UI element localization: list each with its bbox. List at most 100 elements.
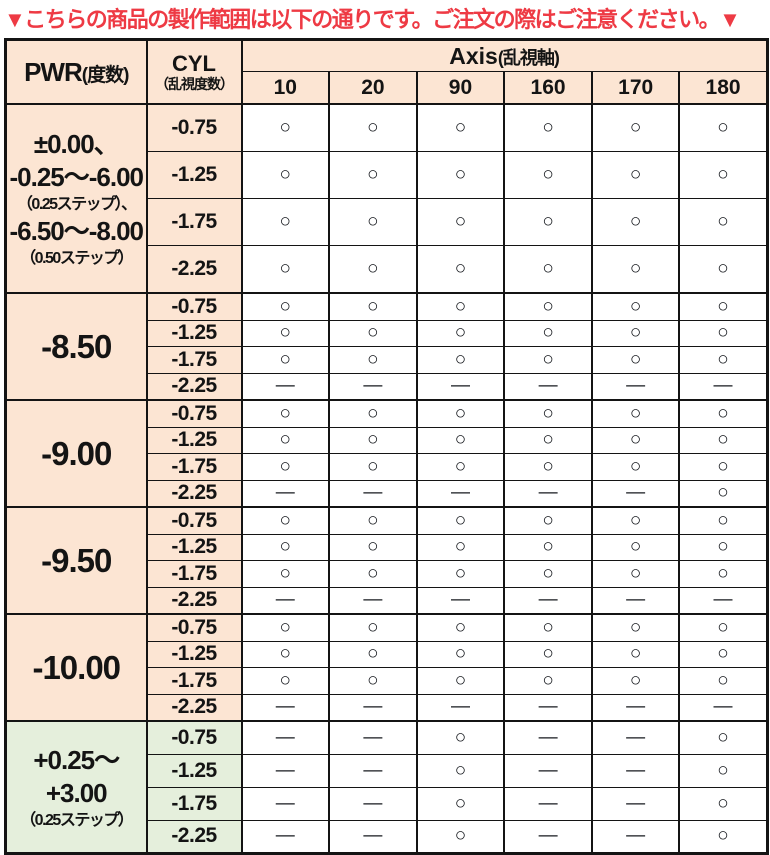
available-mark: ○: [590, 346, 681, 374]
available-mark: ○: [678, 198, 769, 247]
available-mark: ○: [590, 292, 681, 321]
unavailable-mark: —: [503, 819, 593, 855]
available-mark: ○: [503, 292, 593, 321]
unavailable-mark: —: [678, 586, 769, 615]
available-mark: ○: [678, 151, 769, 200]
unavailable-mark: —: [590, 372, 681, 401]
available-mark: ○: [678, 453, 769, 481]
table-row: -1.75 ○ ○ ○ ○ ○ ○: [6, 198, 769, 247]
available-mark: ○: [240, 399, 331, 428]
pwr-value-line: -10.00: [32, 648, 121, 686]
available-mark: ○: [503, 319, 593, 348]
table-row: -1.75 ○ ○ ○ ○ ○ ○: [6, 560, 769, 588]
available-mark: ○: [415, 151, 506, 200]
table-row: -1.75 ○ ○ ○ ○ ○ ○: [6, 667, 769, 695]
pwr-header-label: PWR: [24, 56, 83, 87]
available-mark: ○: [590, 245, 681, 294]
pwr-value-line: -9.00: [41, 434, 112, 472]
available-mark: ○: [678, 720, 769, 755]
unavailable-mark: —: [240, 586, 331, 615]
available-mark: ○: [678, 533, 769, 562]
available-mark: ○: [590, 426, 681, 455]
unavailable-mark: —: [590, 786, 681, 821]
available-mark: ○: [328, 103, 418, 153]
pwr-value-line: -6.50〜-8.00: [9, 216, 144, 247]
axis-header-sub: (乱視軸): [497, 47, 560, 68]
available-mark: ○: [328, 319, 418, 348]
cyl-header-label: CYL: [172, 51, 216, 77]
unavailable-mark: —: [240, 720, 331, 755]
pwr-value-line: -9.50: [41, 541, 112, 579]
available-mark: ○: [678, 346, 769, 374]
cyl-column-header: CYL （乱視度数）: [145, 39, 243, 105]
available-mark: ○: [415, 245, 506, 294]
available-mark: ○: [240, 292, 331, 321]
unavailable-mark: —: [503, 786, 593, 821]
pwr-group-cell: -8.50: [4, 292, 148, 401]
unavailable-mark: —: [590, 753, 681, 788]
table-row: -1.75 ○ ○ ○ ○ ○ ○: [6, 453, 769, 481]
available-mark: ○: [240, 506, 331, 535]
available-mark: ○: [240, 151, 331, 200]
pwr-group-cell: ±0.00、 -0.25〜-6.00 （0.25ステップ）、 -6.50〜-8.00 （…: [4, 103, 148, 294]
pwr-group-cell: -10.00: [4, 613, 148, 722]
cyl-value: -1.25: [145, 426, 243, 455]
cyl-value: -2.25: [145, 693, 243, 722]
available-mark: ○: [415, 640, 506, 669]
unavailable-mark: —: [240, 753, 331, 788]
cyl-value: -1.75: [145, 786, 243, 821]
cyl-value: -0.75: [145, 103, 243, 153]
unavailable-mark: —: [590, 586, 681, 615]
cyl-value: -1.25: [145, 151, 243, 200]
unavailable-mark: —: [503, 586, 593, 615]
available-mark: ○: [590, 453, 681, 481]
available-mark: ○: [240, 103, 331, 153]
available-mark: ○: [240, 198, 331, 247]
unavailable-mark: —: [240, 479, 331, 508]
available-mark: ○: [415, 292, 506, 321]
cyl-value: -2.25: [145, 479, 243, 508]
table-row: -1.25 ○ ○ ○ ○ ○ ○: [6, 426, 769, 455]
available-mark: ○: [328, 426, 418, 455]
unavailable-mark: —: [503, 753, 593, 788]
table-row: -2.25— — — — — —: [6, 372, 769, 401]
pwr-value-line: +0.25〜: [33, 744, 120, 775]
available-mark: ○: [328, 399, 418, 428]
unavailable-mark: —: [240, 372, 331, 401]
cyl-value: -2.25: [145, 245, 243, 294]
available-mark: ○: [590, 533, 681, 562]
unavailable-mark: —: [240, 819, 331, 855]
unavailable-mark: —: [503, 720, 593, 755]
available-mark: ○: [678, 245, 769, 294]
available-mark: ○: [503, 151, 593, 200]
pwr-value-line: （0.25ステップ）、: [16, 196, 137, 214]
unavailable-mark: —: [328, 753, 418, 788]
available-mark: ○: [590, 198, 681, 247]
available-mark: ○: [415, 399, 506, 428]
available-mark: ○: [678, 506, 769, 535]
available-mark: ○: [240, 426, 331, 455]
pwr-value-line: ±0.00、: [33, 129, 120, 160]
available-mark: ○: [590, 640, 681, 669]
unavailable-mark: —: [590, 479, 681, 508]
available-mark: ○: [503, 103, 593, 153]
cyl-header-sub: （乱視度数）: [155, 76, 234, 93]
cyl-value: -0.75: [145, 613, 243, 642]
available-mark: ○: [240, 346, 331, 374]
available-mark: ○: [240, 453, 331, 481]
product-range-section: ▼こちらの商品の製作範囲は以下の通りです。ご注文の際はご注意ください。▼ PWR…: [4, 7, 769, 855]
page-title: ▼こちらの商品の製作範囲は以下の通りです。ご注文の際はご注意ください。▼: [4, 7, 741, 32]
available-mark: ○: [240, 245, 331, 294]
axis-value-header: 170: [590, 71, 681, 106]
available-mark: ○: [590, 399, 681, 428]
available-mark: ○: [415, 198, 506, 247]
unavailable-mark: —: [678, 693, 769, 722]
available-mark: ○: [240, 640, 331, 669]
unavailable-mark: —: [678, 372, 769, 401]
axis-value-header: 10: [240, 71, 331, 106]
available-mark: ○: [328, 346, 418, 374]
available-mark: ○: [678, 667, 769, 695]
available-mark: ○: [415, 720, 506, 755]
table-row: -1.25— — ○ — — ○: [6, 753, 769, 788]
available-mark: ○: [590, 103, 681, 153]
